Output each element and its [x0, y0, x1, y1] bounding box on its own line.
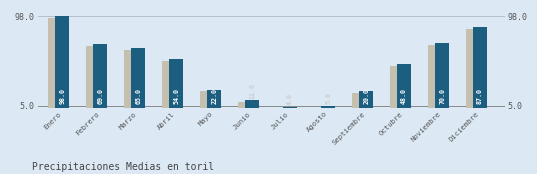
- Text: 5.0: 5.0: [325, 93, 331, 105]
- Bar: [321, 106, 336, 111]
- Text: Precipitaciones Medias en toril: Precipitaciones Medias en toril: [32, 162, 214, 172]
- Bar: [124, 50, 139, 111]
- Bar: [86, 46, 101, 111]
- Text: 69.0: 69.0: [97, 89, 103, 105]
- Bar: [397, 64, 411, 111]
- Text: 22.0: 22.0: [211, 89, 217, 105]
- Text: 54.0: 54.0: [173, 89, 179, 105]
- Bar: [169, 59, 184, 111]
- Bar: [162, 61, 177, 111]
- Text: 20.0: 20.0: [363, 89, 369, 105]
- Text: 70.0: 70.0: [439, 89, 445, 105]
- Bar: [427, 45, 443, 111]
- Bar: [359, 92, 373, 111]
- Text: 4.0: 4.0: [287, 93, 293, 105]
- Text: 65.0: 65.0: [135, 89, 141, 105]
- Bar: [390, 66, 405, 111]
- Bar: [435, 43, 449, 111]
- Bar: [131, 48, 146, 111]
- Bar: [200, 92, 215, 111]
- Bar: [238, 102, 253, 111]
- Bar: [207, 89, 221, 111]
- Bar: [314, 108, 329, 111]
- Text: 98.0: 98.0: [59, 89, 66, 105]
- Bar: [466, 29, 481, 111]
- Bar: [473, 27, 487, 111]
- Bar: [283, 107, 297, 111]
- Bar: [352, 93, 367, 111]
- Bar: [93, 44, 107, 111]
- Bar: [245, 100, 259, 111]
- Text: 87.0: 87.0: [477, 89, 483, 105]
- Text: 11.0: 11.0: [249, 83, 255, 99]
- Text: 48.0: 48.0: [401, 89, 407, 105]
- Bar: [55, 16, 69, 111]
- Bar: [48, 18, 63, 111]
- Bar: [276, 109, 291, 111]
